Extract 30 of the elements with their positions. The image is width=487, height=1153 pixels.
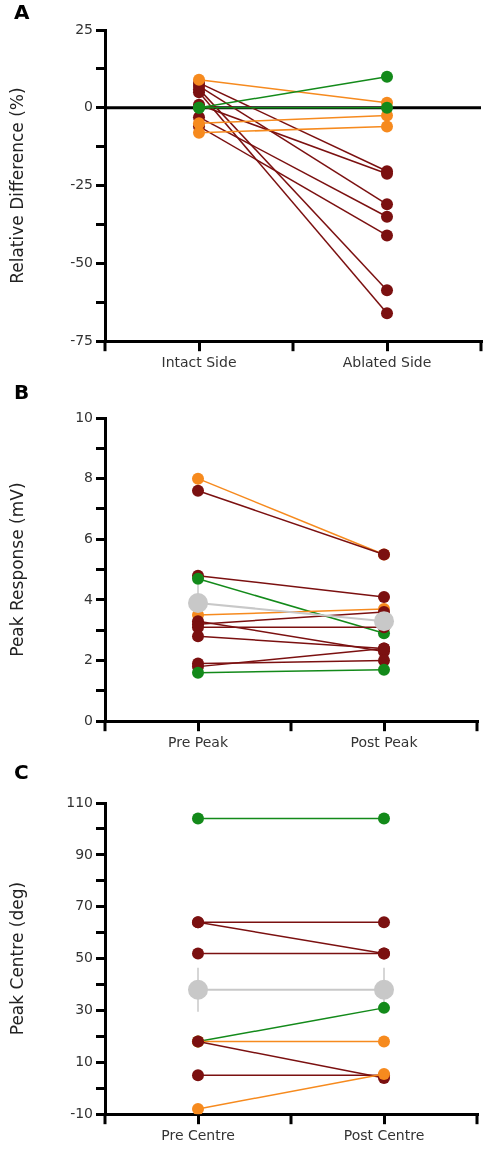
y-axis-title: Peak Centre (deg) bbox=[6, 881, 27, 1036]
chart-title: B bbox=[14, 380, 30, 405]
y-tick-label: 70 bbox=[75, 897, 93, 914]
y-tick-label: -50 bbox=[70, 254, 93, 271]
y-tick-label: 110 bbox=[66, 793, 93, 810]
y-tick-label: 8 bbox=[84, 469, 93, 486]
y-tick-label: 10 bbox=[75, 1052, 93, 1069]
y-tick-label: -10 bbox=[70, 1104, 93, 1121]
y-tick-label: -25 bbox=[70, 176, 93, 193]
y-axis-title: Relative Difference (%) bbox=[6, 87, 27, 284]
y-tick-label: 6 bbox=[84, 529, 94, 546]
y-tick-label: 0 bbox=[84, 711, 93, 728]
y-axis-title: Peak Response (mV) bbox=[6, 482, 27, 657]
y-tick-label: 4 bbox=[84, 590, 94, 607]
y-tick-label: 0 bbox=[84, 98, 93, 115]
x-tick-label: Pre Peak bbox=[168, 734, 229, 751]
x-tick-label: Post Peak bbox=[350, 734, 419, 751]
chart-title: C bbox=[14, 760, 29, 785]
y-tick-label: 50 bbox=[75, 949, 93, 966]
y-tick-label: 90 bbox=[75, 845, 93, 862]
x-tick-label: Post Centre bbox=[343, 1127, 425, 1144]
y-tick-label: 30 bbox=[75, 1001, 93, 1018]
x-tick-label: Ablated Side bbox=[342, 354, 432, 371]
y-tick-label: 25 bbox=[75, 20, 93, 37]
y-tick-label: -75 bbox=[70, 331, 93, 348]
x-tick-label: Intact Side bbox=[161, 354, 237, 371]
chart-title: A bbox=[14, 0, 30, 25]
y-tick-label: 2 bbox=[84, 651, 93, 668]
y-tick-label: 10 bbox=[75, 408, 93, 425]
x-tick-label: Pre Centre bbox=[161, 1127, 235, 1144]
